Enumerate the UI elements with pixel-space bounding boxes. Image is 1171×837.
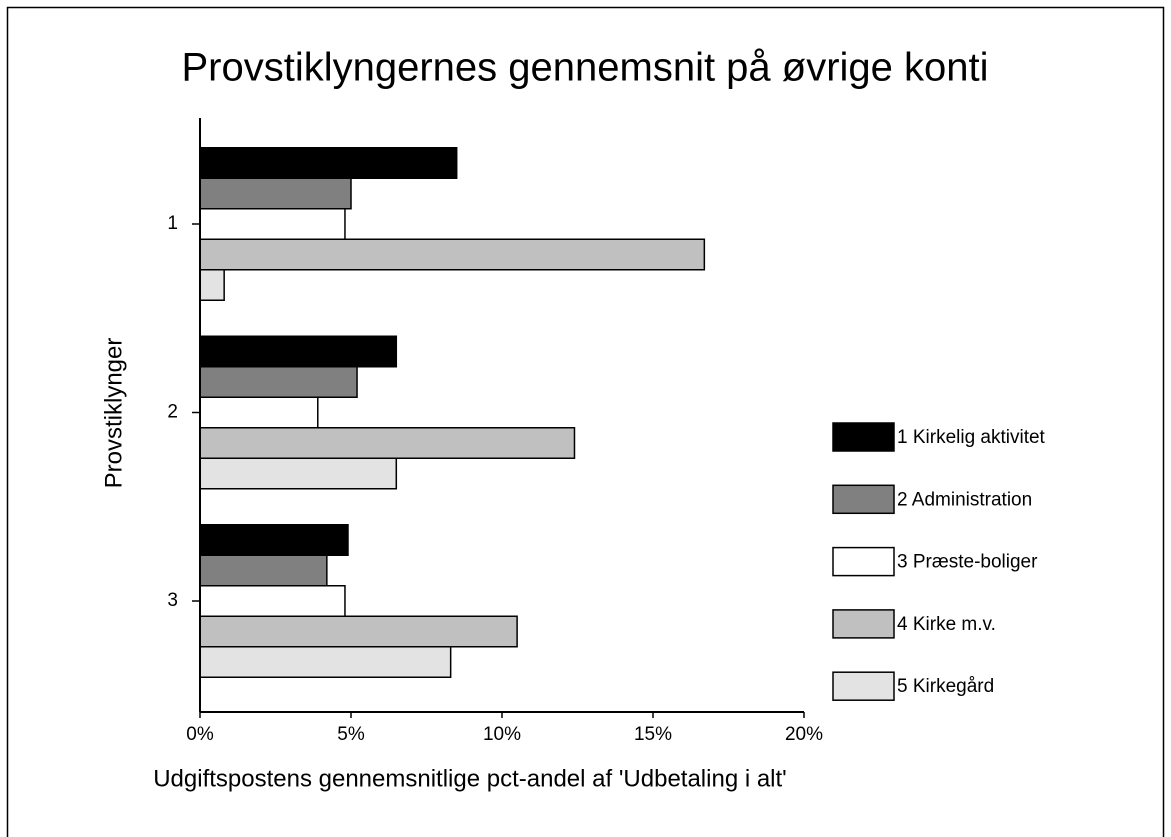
x-tick-label: 0% — [186, 724, 214, 745]
legend-label: 2 Administration — [897, 489, 1032, 510]
legend-swatch — [832, 546, 895, 577]
bar — [199, 427, 576, 459]
x-axis-label: Udgiftspostens gennemsnitlige pct-andel … — [153, 765, 787, 792]
legend-label: 1 Kirkelig aktivitet — [897, 427, 1046, 448]
bar — [199, 269, 225, 301]
bar — [199, 646, 452, 678]
bar — [199, 585, 346, 617]
legend-label: 4 Kirke m.v. — [897, 614, 996, 635]
bar — [199, 457, 398, 490]
legend-swatch — [832, 671, 895, 701]
bar — [199, 335, 398, 368]
y-tick-label: 1 — [167, 213, 178, 234]
legend-label: 3 Præste-boliger — [897, 552, 1038, 573]
y-tick-label: 2 — [167, 402, 178, 423]
bar — [199, 554, 328, 587]
bar — [199, 208, 346, 240]
bar — [199, 524, 349, 556]
bar — [199, 238, 706, 271]
legend-label: 5 Kirkegård — [897, 676, 994, 697]
legend-swatch — [832, 484, 895, 515]
bar — [199, 366, 358, 398]
y-axis-label: Provstiklynger — [100, 338, 127, 489]
chart-title: Provstiklyngernes gennemsnit på øvrige k… — [181, 46, 988, 90]
legend-swatch — [832, 422, 895, 452]
x-tick-label: 20% — [785, 724, 823, 745]
bar — [199, 396, 319, 429]
legend-swatch — [832, 609, 895, 639]
bar — [199, 615, 518, 648]
y-tick-label: 3 — [167, 590, 178, 611]
x-tick-label: 15% — [634, 724, 672, 745]
bar — [199, 147, 458, 179]
bar — [199, 177, 352, 210]
x-tick-label: 10% — [483, 724, 521, 745]
x-tick-label: 5% — [337, 724, 365, 745]
